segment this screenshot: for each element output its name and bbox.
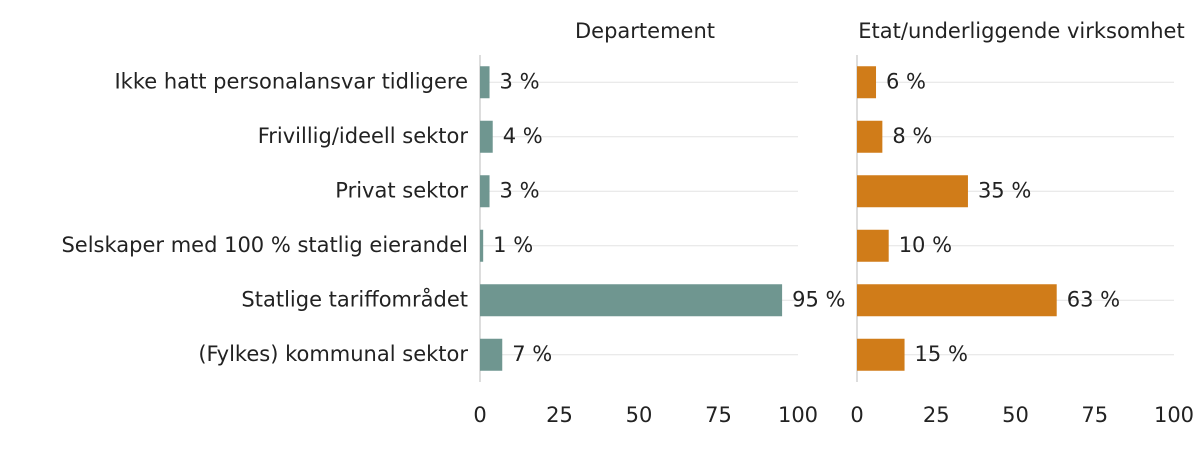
bar <box>857 175 968 208</box>
value-label: 35 % <box>978 178 1031 202</box>
bar <box>480 175 490 208</box>
x-tick-label: 25 <box>923 403 950 427</box>
category-label: Statlige tariffområdet <box>241 286 468 311</box>
value-label: 1 % <box>493 233 533 257</box>
value-label: 10 % <box>899 233 952 257</box>
x-tick-label: 0 <box>473 403 486 427</box>
bar <box>480 284 783 317</box>
bar <box>857 284 1057 317</box>
value-label: 63 % <box>1067 287 1120 311</box>
category-label: Frivillig/ideell sektor <box>258 124 469 148</box>
bar <box>480 120 493 153</box>
x-tick-label: 75 <box>705 403 732 427</box>
x-tick-label: 100 <box>1154 403 1194 427</box>
value-label: 8 % <box>892 124 932 148</box>
bar <box>857 229 889 262</box>
value-label: 7 % <box>512 342 552 366</box>
value-label: 6 % <box>886 69 926 93</box>
category-label: Ikke hatt personalansvar tidligere <box>114 69 468 93</box>
x-tick-label: 25 <box>546 403 573 427</box>
panel-title: Etat/underliggende virksomhet <box>858 19 1184 43</box>
x-tick-label: 50 <box>1002 403 1029 427</box>
panel-title: Departement <box>575 19 715 43</box>
value-label: 3 % <box>500 178 540 202</box>
bar <box>480 229 484 262</box>
category-label: Selskaper med 100 % statlig eierandel <box>61 233 468 257</box>
category-label: (Fylkes) kommunal sektor <box>198 342 468 366</box>
x-tick-label: 0 <box>850 403 863 427</box>
x-tick-label: 100 <box>778 403 818 427</box>
category-label: Privat sektor <box>335 178 468 202</box>
x-tick-label: 75 <box>1081 403 1108 427</box>
value-label: 15 % <box>915 342 968 366</box>
value-label: 4 % <box>503 124 543 148</box>
bar <box>857 120 883 153</box>
x-tick-label: 50 <box>626 403 653 427</box>
bar <box>857 338 905 371</box>
bar <box>480 66 490 99</box>
value-label: 3 % <box>500 69 540 93</box>
value-label: 95 % <box>792 287 845 311</box>
bar <box>857 66 877 99</box>
bar <box>480 338 503 371</box>
